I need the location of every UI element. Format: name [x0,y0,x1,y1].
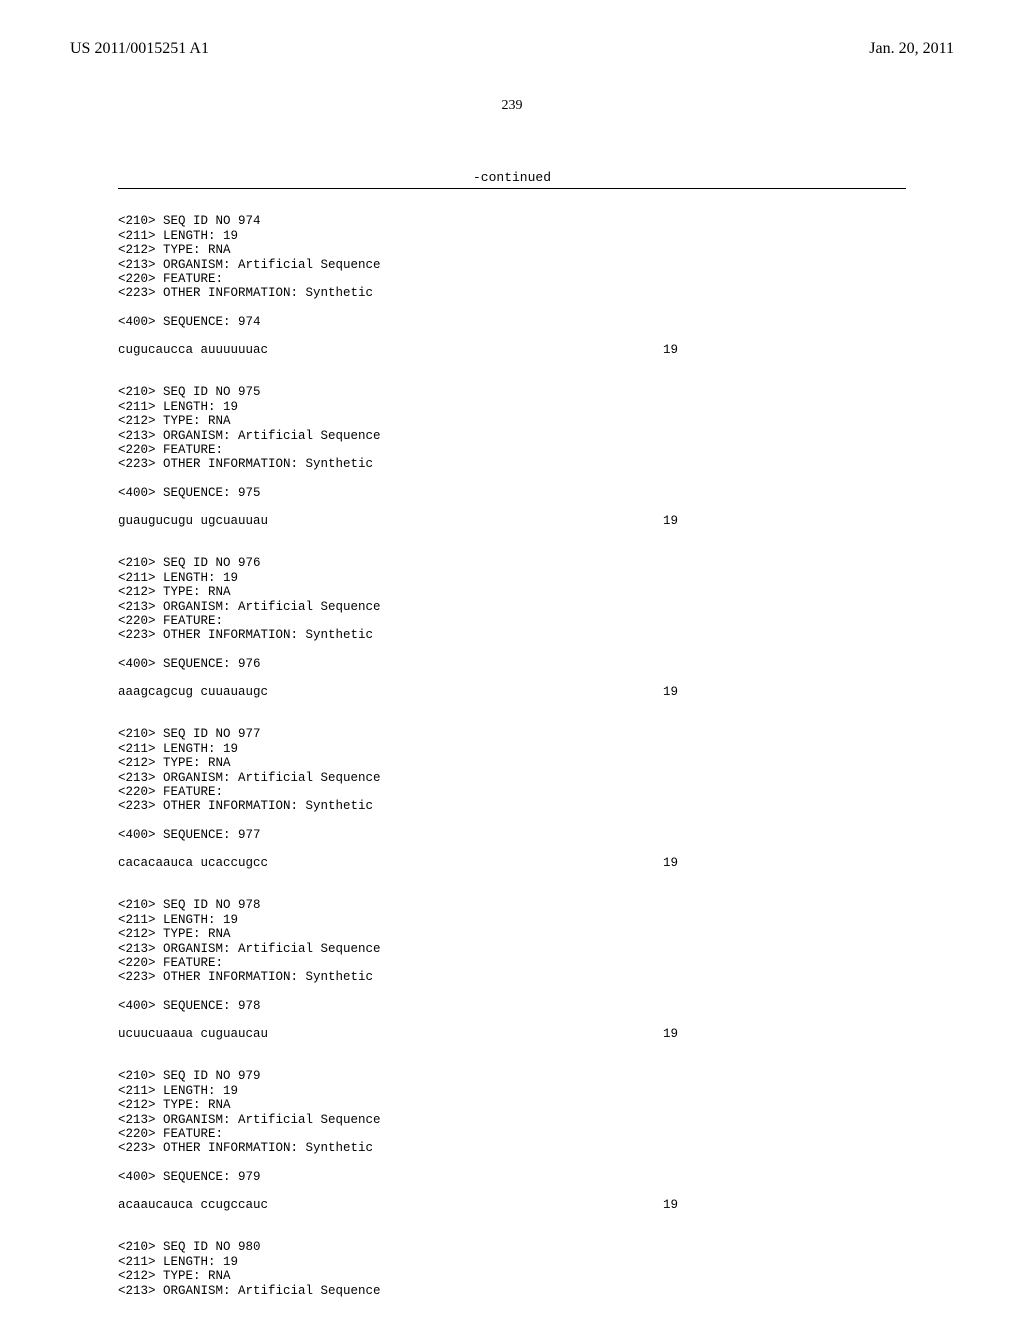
feature-line: <220> FEATURE: [118,272,906,286]
sequence-entry: <210> SEQ ID NO 978<211> LENGTH: 19<212>… [118,898,906,1041]
continued-label: -continued [0,170,1024,185]
sequence-header-line: <400> SEQUENCE: 975 [118,486,906,500]
sequence-residue-line: cugucaucca auuuuuuac19 [118,343,678,357]
type-line: <212> TYPE: RNA [118,585,906,599]
other-info-line: <223> OTHER INFORMATION: Synthetic [118,970,906,984]
type-line: <212> TYPE: RNA [118,1098,906,1112]
feature-line: <220> FEATURE: [118,1127,906,1141]
sequence-entry: <210> SEQ ID NO 976<211> LENGTH: 19<212>… [118,556,906,699]
seq-id-line: <210> SEQ ID NO 977 [118,727,906,741]
publication-date: Jan. 20, 2011 [869,40,954,58]
length-line: <211> LENGTH: 19 [118,571,906,585]
type-line: <212> TYPE: RNA [118,927,906,941]
organism-line: <213> ORGANISM: Artificial Sequence [118,771,906,785]
seq-id-line: <210> SEQ ID NO 980 [118,1240,906,1254]
type-line: <212> TYPE: RNA [118,243,906,257]
sequence-residue-line: guaugucugu ugcuauuau19 [118,514,678,528]
other-info-line: <223> OTHER INFORMATION: Synthetic [118,457,906,471]
sequence-residue-line: aaagcagcug cuuauaugc19 [118,685,678,699]
organism-line: <213> ORGANISM: Artificial Sequence [118,1284,906,1298]
sequence-header-line: <400> SEQUENCE: 977 [118,828,906,842]
sequence-listing-content: <210> SEQ ID NO 974<211> LENGTH: 19<212>… [118,200,906,1312]
feature-line: <220> FEATURE: [118,443,906,457]
type-line: <212> TYPE: RNA [118,414,906,428]
feature-line: <220> FEATURE: [118,614,906,628]
other-info-line: <223> OTHER INFORMATION: Synthetic [118,628,906,642]
seq-id-line: <210> SEQ ID NO 979 [118,1069,906,1083]
other-info-line: <223> OTHER INFORMATION: Synthetic [118,286,906,300]
seq-id-line: <210> SEQ ID NO 975 [118,385,906,399]
sequence-residue-line: cacacaauca ucaccugcc19 [118,856,678,870]
length-line: <211> LENGTH: 19 [118,1084,906,1098]
publication-number: US 2011/0015251 A1 [70,40,209,58]
length-line: <211> LENGTH: 19 [118,913,906,927]
sequence-entry: <210> SEQ ID NO 974<211> LENGTH: 19<212>… [118,214,906,357]
sequence-header-line: <400> SEQUENCE: 976 [118,657,906,671]
length-line: <211> LENGTH: 19 [118,1255,906,1269]
type-line: <212> TYPE: RNA [118,756,906,770]
type-line: <212> TYPE: RNA [118,1269,906,1283]
organism-line: <213> ORGANISM: Artificial Sequence [118,600,906,614]
feature-line: <220> FEATURE: [118,956,906,970]
seq-id-line: <210> SEQ ID NO 974 [118,214,906,228]
organism-line: <213> ORGANISM: Artificial Sequence [118,429,906,443]
other-info-line: <223> OTHER INFORMATION: Synthetic [118,799,906,813]
page-number: 239 [0,98,1024,114]
sequence-residue-line: ucuucuaaua cuguaucau19 [118,1027,678,1041]
sequence-entry: <210> SEQ ID NO 979<211> LENGTH: 19<212>… [118,1069,906,1212]
organism-line: <213> ORGANISM: Artificial Sequence [118,1113,906,1127]
length-line: <211> LENGTH: 19 [118,742,906,756]
seq-id-line: <210> SEQ ID NO 978 [118,898,906,912]
page-header: US 2011/0015251 A1 Jan. 20, 2011 [0,40,1024,58]
sequence-header-line: <400> SEQUENCE: 978 [118,999,906,1013]
sequence-entry: <210> SEQ ID NO 977<211> LENGTH: 19<212>… [118,727,906,870]
length-line: <211> LENGTH: 19 [118,400,906,414]
sequence-entry: <210> SEQ ID NO 975<211> LENGTH: 19<212>… [118,385,906,528]
seq-id-line: <210> SEQ ID NO 976 [118,556,906,570]
horizontal-rule-top [118,188,906,189]
sequence-header-line: <400> SEQUENCE: 974 [118,315,906,329]
sequence-residue-line: acaaucauca ccugccauc19 [118,1198,678,1212]
other-info-line: <223> OTHER INFORMATION: Synthetic [118,1141,906,1155]
organism-line: <213> ORGANISM: Artificial Sequence [118,942,906,956]
sequence-header-line: <400> SEQUENCE: 979 [118,1170,906,1184]
organism-line: <213> ORGANISM: Artificial Sequence [118,258,906,272]
length-line: <211> LENGTH: 19 [118,229,906,243]
sequence-entry: <210> SEQ ID NO 980<211> LENGTH: 19<212>… [118,1240,906,1298]
feature-line: <220> FEATURE: [118,785,906,799]
